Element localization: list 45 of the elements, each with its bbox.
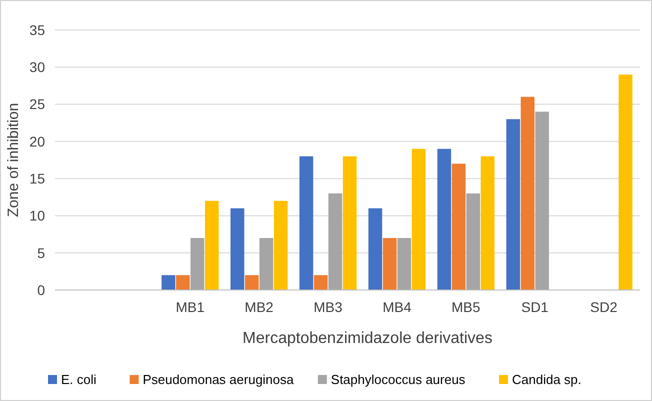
bar	[535, 112, 549, 290]
legend-label: E. coli	[61, 372, 97, 387]
x-tick-label: MB1	[176, 299, 205, 315]
x-tick-label: SD2	[590, 299, 618, 315]
bar	[452, 164, 466, 290]
legend-label: Pseudomonas aeruginosa	[142, 372, 295, 387]
bar	[368, 208, 382, 290]
bar	[520, 96, 534, 290]
bar	[274, 200, 288, 290]
bar	[382, 238, 397, 290]
y-tick-label: 30	[29, 59, 46, 76]
y-tick-label: 25	[29, 96, 46, 112]
bar	[176, 275, 190, 290]
bar	[342, 156, 357, 290]
bar	[244, 275, 259, 290]
bar	[618, 74, 632, 290]
y-tick-label: 5	[37, 244, 46, 261]
bar	[412, 148, 426, 290]
x-axis-title: Mercaptobenzimidazole derivatives	[242, 330, 492, 347]
bar	[328, 193, 342, 290]
y-tick-label: 15	[29, 170, 46, 186]
x-tick-label: MB2	[244, 299, 274, 315]
legend-label: Candida sp.	[512, 372, 582, 387]
bar	[314, 275, 328, 290]
y-tick-label: 0	[37, 282, 46, 298]
legend-label: Staphylococcus aureus	[330, 372, 466, 387]
x-tick-label: MB3	[314, 299, 343, 315]
y-axis-title: Zone of inhibition	[5, 102, 22, 218]
bar	[190, 238, 204, 290]
bar	[299, 156, 314, 290]
y-tick-label: 35	[29, 22, 46, 38]
bar	[230, 208, 244, 290]
x-tick-label: MB5	[452, 299, 481, 315]
bar	[162, 275, 176, 290]
bar	[437, 148, 452, 290]
y-tick-label: 10	[29, 208, 46, 224]
x-tick-label: SD1	[521, 299, 549, 315]
bar	[506, 119, 520, 290]
bar	[259, 238, 274, 290]
bar	[204, 200, 219, 290]
bar	[480, 156, 494, 290]
bar	[397, 238, 412, 290]
bar	[466, 193, 480, 290]
y-tick-label: 20	[29, 133, 46, 150]
x-tick-label: MB4	[382, 299, 412, 315]
